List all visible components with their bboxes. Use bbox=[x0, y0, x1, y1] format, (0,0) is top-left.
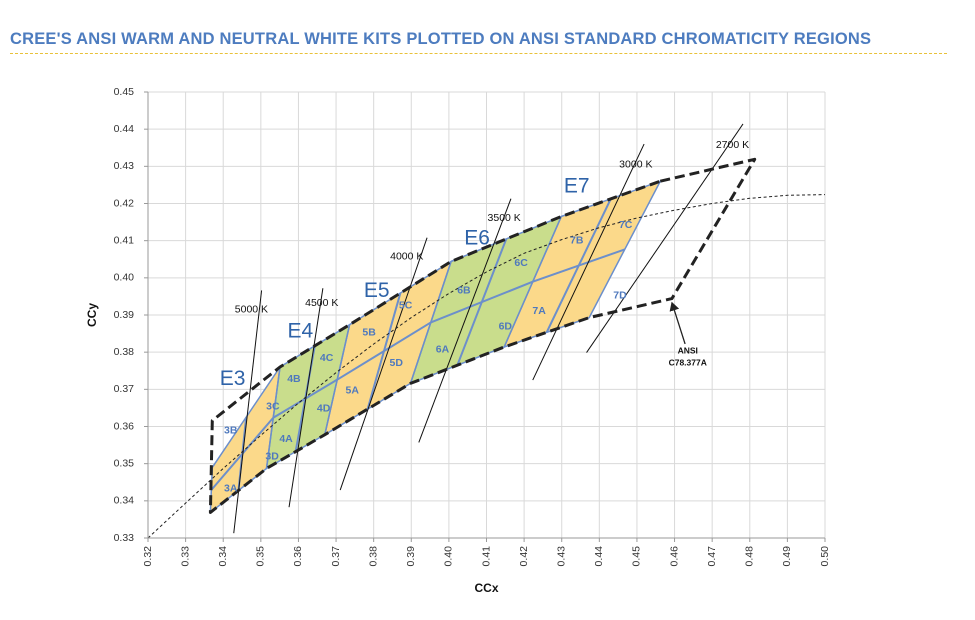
ansi-region-outline bbox=[208, 157, 757, 514]
x-tick-label-1: 0.33 bbox=[179, 546, 191, 567]
ansi-annotation-text-0: ANSI bbox=[678, 346, 698, 356]
kit-label-6a: 6A bbox=[436, 343, 450, 355]
y-tick-label-12: 0.45 bbox=[114, 86, 135, 98]
y-tick-label-7: 0.40 bbox=[114, 272, 135, 284]
y-tick-label-0: 0.33 bbox=[114, 532, 135, 544]
x-tick-label-8: 0.40 bbox=[443, 546, 455, 567]
isotherm-label-2: 4000 K bbox=[390, 250, 423, 262]
kit-label-4c: 4C bbox=[320, 352, 334, 364]
kit-label-5b: 5B bbox=[362, 327, 376, 339]
blackbody-curve bbox=[148, 194, 825, 538]
kit-label-7d: 7D bbox=[613, 289, 627, 301]
x-tick-label-10: 0.42 bbox=[518, 546, 530, 567]
kit-label-5a: 5A bbox=[346, 385, 360, 397]
x-tick-label-0: 0.32 bbox=[142, 546, 154, 567]
x-tick-label-14: 0.46 bbox=[668, 546, 680, 567]
region-label-e5: E5 bbox=[364, 279, 390, 302]
bin-divider-e6-v bbox=[456, 238, 508, 366]
isotherm-label-1: 4500 K bbox=[305, 297, 338, 309]
kit-label-3d: 3D bbox=[265, 450, 279, 462]
kit-label-4d: 4D bbox=[317, 402, 331, 414]
kit-label-4b: 4B bbox=[287, 373, 301, 385]
region-label-e6: E6 bbox=[464, 227, 490, 250]
kit-label-7b: 7B bbox=[570, 234, 584, 246]
isotherm-line-4 bbox=[532, 143, 645, 381]
x-tick-label-16: 0.48 bbox=[744, 546, 756, 567]
page-title: CREE'S ANSI WARM AND NEUTRAL WHITE KITS … bbox=[10, 30, 872, 48]
y-tick-label-5: 0.38 bbox=[114, 346, 135, 358]
x-tick-label-3: 0.35 bbox=[255, 546, 267, 567]
x-tick-label-5: 0.37 bbox=[330, 546, 342, 567]
region-label-e4: E4 bbox=[287, 320, 313, 343]
isotherm-line-2 bbox=[339, 237, 428, 491]
isotherm-line-3 bbox=[418, 198, 512, 443]
isotherm-label-4: 3000 K bbox=[619, 159, 652, 171]
kit-label-6c: 6C bbox=[514, 257, 528, 269]
kit-label-5d: 5D bbox=[390, 357, 404, 369]
region-label-e3: E3 bbox=[220, 367, 246, 390]
y-tick-label-3: 0.36 bbox=[114, 420, 135, 432]
x-axis-title: CCx bbox=[474, 581, 498, 595]
isotherm-label-5: 2700 K bbox=[716, 139, 749, 151]
x-tick-label-17: 0.49 bbox=[781, 546, 793, 567]
ansi-annotation-text-1: C78.377A bbox=[669, 358, 707, 368]
x-tick-label-4: 0.36 bbox=[292, 546, 304, 567]
kit-label-3c: 3C bbox=[266, 401, 280, 413]
kit-label-5c: 5C bbox=[399, 299, 413, 311]
y-tick-label-1: 0.34 bbox=[114, 495, 135, 507]
ansi-outline bbox=[208, 157, 757, 514]
y-axis-title: CCy bbox=[85, 303, 99, 327]
ansi-annotation-arrow bbox=[669, 301, 686, 345]
bin-divider-e7-v bbox=[545, 198, 612, 333]
kit-label-3a: 3A bbox=[224, 483, 238, 495]
region-e3 bbox=[210, 367, 280, 513]
x-tick-label-2: 0.34 bbox=[217, 546, 229, 567]
y-tick-label-9: 0.42 bbox=[114, 197, 135, 209]
y-tick-label-10: 0.43 bbox=[114, 160, 135, 172]
isotherm-line-1 bbox=[288, 288, 324, 508]
y-tick-label-6: 0.39 bbox=[114, 309, 135, 321]
bin-divider-e5-v bbox=[366, 292, 402, 410]
y-tick-label-8: 0.41 bbox=[114, 234, 135, 246]
isotherm-line-0 bbox=[233, 290, 263, 534]
kit-label-7c: 7C bbox=[619, 219, 633, 231]
x-tick-label-18: 0.50 bbox=[819, 546, 831, 567]
chart-labels: E3 3A 3B 3C 3D E4 4A 4B 4C 4D E5 5A 5B 5C 5D E6 6A 6B 6C 6D… bbox=[220, 139, 749, 495]
kit-label-4a: 4A bbox=[279, 433, 293, 445]
y-tick-label-11: 0.44 bbox=[114, 123, 135, 135]
kit-label-7a: 7A bbox=[532, 305, 546, 317]
kit-label-6b: 6B bbox=[457, 284, 471, 296]
x-tick-label-15: 0.47 bbox=[706, 546, 718, 567]
x-tick-label-11: 0.43 bbox=[556, 546, 568, 567]
isotherm-line-5 bbox=[586, 123, 744, 353]
x-tick-label-7: 0.39 bbox=[405, 546, 417, 567]
kit-label-3b: 3B bbox=[224, 425, 238, 437]
kit-label-6d: 6D bbox=[499, 321, 513, 333]
isotherm-label-0: 5000 K bbox=[235, 304, 268, 316]
cct-isotherm-lines bbox=[233, 123, 744, 534]
y-tick-label-2: 0.35 bbox=[114, 457, 135, 469]
bin-divider-e3-v bbox=[210, 417, 275, 491]
region-label-e7: E7 bbox=[564, 175, 590, 198]
title-divider bbox=[10, 53, 947, 54]
x-tick-label-13: 0.45 bbox=[631, 546, 643, 567]
y-tick-label-4: 0.37 bbox=[114, 383, 135, 395]
isotherm-label-3: 3500 K bbox=[488, 212, 521, 224]
axes: 0.33 0.34 0.35 0.36 0.37 0.38 0.39 0.40 0.41 0.42… bbox=[85, 86, 831, 595]
x-tick-label-9: 0.41 bbox=[480, 546, 492, 567]
x-tick-label-12: 0.44 bbox=[593, 546, 605, 567]
blackbody-locus bbox=[148, 194, 825, 538]
x-tick-label-6: 0.38 bbox=[367, 546, 379, 567]
